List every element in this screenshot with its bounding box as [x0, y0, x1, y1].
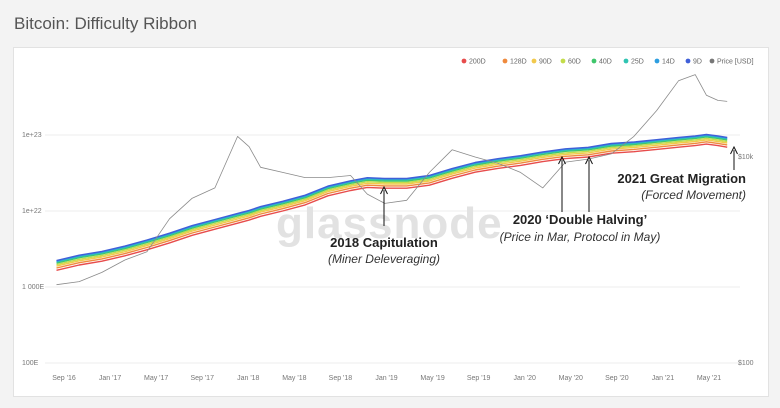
- page-title: Bitcoin: Difficulty Ribbon: [14, 14, 197, 33]
- x-tick-label: Jan '17: [99, 375, 121, 382]
- y-tick-label: 100E: [22, 360, 39, 367]
- annotation-2018-title: 2018 Capitulation: [330, 235, 438, 250]
- x-tick-label: May '19: [420, 375, 444, 382]
- annotation-2020-subtitle: (Price in Mar, Protocol in May): [500, 230, 661, 244]
- legend-label: Price [USD]: [717, 59, 754, 66]
- ribbon-line-128D: [56, 141, 728, 269]
- x-tick-label: Sep '17: [190, 375, 214, 382]
- y-tick-label: 1 000E: [22, 284, 45, 291]
- x-tick-label: May '20: [559, 375, 583, 382]
- x-tick-label: Sep '19: [467, 375, 491, 382]
- legend-swatch: [623, 58, 629, 64]
- annotation-2020-title: 2020 ‘Double Halving’: [513, 212, 647, 227]
- legend-swatch: [531, 58, 537, 64]
- legend-swatch: [502, 58, 508, 64]
- legend: 200D 128D 90D 60D 40D 25D 14D 9D Price [USD]: [461, 58, 754, 66]
- legend-label: 9D: [693, 59, 702, 66]
- x-tick-label: Sep '20: [605, 375, 629, 382]
- legend-label: 200D: [469, 59, 486, 66]
- annotation-2021-title: 2021 Great Migration: [617, 171, 746, 186]
- ribbon-line-40D: [56, 136, 728, 264]
- annotation-arrowhead: [380, 185, 388, 195]
- legend-label: 90D: [539, 59, 552, 66]
- ribbon-line-90D: [56, 139, 728, 267]
- x-tick-label: May '21: [697, 375, 721, 382]
- legend-swatch: [461, 58, 467, 64]
- ribbon-line-200D: [56, 143, 728, 271]
- legend-swatch: [709, 58, 715, 64]
- x-tick-label: May '17: [144, 375, 168, 382]
- x-tick-label: Jan '21: [652, 375, 674, 382]
- y-axis-ticks: 100E 1 000E 1e+22 1e+23 $100 $10k: [22, 132, 754, 367]
- chart-panel: [13, 47, 769, 397]
- legend-swatch: [560, 58, 566, 64]
- ribbon-line-60D: [56, 137, 728, 266]
- annotation-2021-subtitle: (Forced Movement): [641, 188, 746, 202]
- x-tick-label: Jan '19: [375, 375, 397, 382]
- annotation-arrowhead: [558, 155, 566, 165]
- x-tick-label: Jan '20: [514, 375, 536, 382]
- x-tick-label: May '18: [282, 375, 306, 382]
- legend-swatch: [591, 58, 597, 64]
- legend-label: 14D: [662, 59, 675, 66]
- annotation-arrowhead: [585, 155, 593, 165]
- x-tick-label: Sep '16: [52, 375, 76, 382]
- legend-swatch: [685, 58, 691, 64]
- legend-label: 60D: [568, 59, 581, 66]
- y-tick-label: 1e+22: [22, 208, 42, 215]
- price-line-path: [56, 74, 728, 286]
- legend-label: 40D: [599, 59, 612, 66]
- x-tick-label: Sep '18: [329, 375, 353, 382]
- annotation-2018-subtitle: (Miner Deleveraging): [328, 252, 440, 266]
- grid-lines: [45, 134, 740, 364]
- watermark: glassnode: [276, 199, 503, 248]
- ribbon-lines: [56, 133, 728, 271]
- y-right-tick-label: $100: [738, 360, 754, 367]
- legend-label: 25D: [631, 59, 644, 66]
- ribbon-line-9D: [56, 133, 728, 262]
- y-right-tick-label: $10k: [738, 154, 754, 161]
- y-tick-label: 1e+23: [22, 132, 42, 139]
- legend-swatch: [654, 58, 660, 64]
- legend-label: 128D: [510, 59, 527, 66]
- x-axis-ticks: Sep '16 Jan '17 May '17 Sep '17 Jan '18 May '…: [52, 375, 721, 382]
- annotations: 2018 Capitulation (Miner Deleveraging) 2…: [328, 145, 746, 266]
- annotation-arrowhead: [730, 145, 738, 155]
- price-line: [56, 74, 728, 286]
- x-tick-label: Jan '18: [237, 375, 259, 382]
